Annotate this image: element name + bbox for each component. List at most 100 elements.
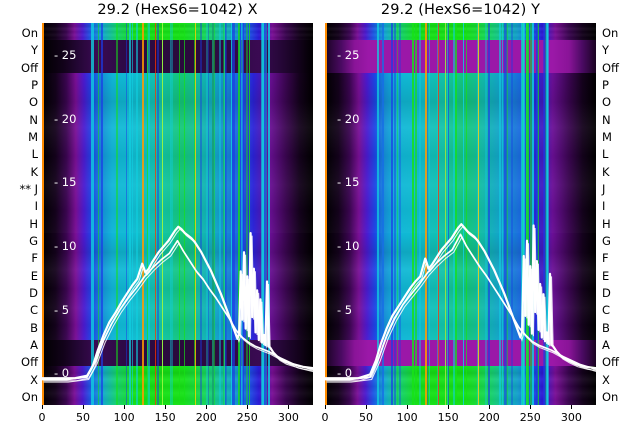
spectral-line (436, 23, 438, 405)
y-tick-5: - 5 (54, 302, 70, 317)
y-tick-15: - 15 (54, 175, 77, 190)
row-label-left-a: A (30, 338, 38, 352)
spectral-line (521, 23, 524, 405)
spectral-line (382, 23, 384, 405)
row-label-right-k: K (602, 164, 610, 179)
spectral-line (154, 23, 156, 405)
spectral-line (377, 23, 380, 405)
x-tick-label-150: 150 (154, 411, 176, 424)
spectral-line (394, 23, 397, 405)
spectral-line (398, 23, 401, 405)
y-tick-25: - 25 (337, 47, 360, 62)
x-tick-mark (366, 405, 368, 409)
spectral-line (246, 23, 248, 405)
row-label-right-p: P (602, 78, 609, 92)
spectral-line (546, 23, 549, 405)
row-label-left-b: B (30, 320, 38, 335)
spectral-line (535, 23, 539, 405)
spectral-line (268, 23, 270, 405)
row-label-left-c: C (29, 303, 38, 318)
x-tick-label-200: 200 (478, 411, 500, 424)
spectral-line (212, 23, 214, 405)
x-tick-label-150: 150 (437, 411, 459, 424)
row-label-right-l: L (602, 147, 609, 162)
spectral-line (131, 23, 134, 405)
panel-title-y: 29.2 (HexS6=1042) Y (380, 2, 541, 18)
spectral-line (523, 23, 525, 405)
spectral-line (446, 23, 449, 405)
spectral-line (136, 23, 139, 405)
row-label-right-h: H (602, 216, 611, 231)
spectral-line (504, 23, 506, 405)
spectral-line (218, 23, 221, 405)
row-label-right-g: G (602, 234, 611, 248)
row-label-right-off: Off (602, 355, 619, 370)
spectral-line (239, 23, 242, 405)
spectral-streaks (42, 23, 313, 405)
spectral-line (115, 23, 118, 405)
row-label-right-y: Y (602, 43, 610, 58)
row-label-right-i: I (602, 199, 606, 214)
x-tick-mark (83, 405, 85, 409)
spectral-line (225, 23, 228, 405)
y-tick-10: - 10 (337, 238, 360, 253)
x-tick-mark (206, 405, 208, 409)
row-label-left-k: K (30, 164, 38, 179)
spectral-line (263, 23, 266, 405)
spectral-line (242, 23, 245, 405)
data-trace-lower (42, 239, 313, 381)
x-tick-mark (288, 405, 290, 409)
row-label-right-c: C (602, 303, 611, 318)
x-tick-label-250: 250 (236, 411, 258, 424)
edge-marker-line (325, 23, 327, 405)
trace-overlay (325, 223, 596, 383)
x-tick-label-50: 50 (359, 411, 374, 424)
spectral-line (170, 23, 173, 405)
spectral-line (444, 23, 447, 405)
spectral-line (241, 23, 244, 405)
spectral-line (142, 23, 144, 405)
y-tick-0: - 0 (54, 366, 70, 381)
spectral-line (147, 23, 150, 405)
row-label-left-n: N (29, 112, 38, 127)
x-tick-mark (407, 405, 409, 409)
spectral-line (487, 23, 491, 405)
spectral-line (208, 23, 210, 405)
row-label-right-d: D (602, 286, 611, 300)
y-tick-20: - 20 (54, 111, 77, 126)
spectral-line (129, 23, 132, 405)
spectral-line (537, 23, 540, 405)
spectrogram-x[interactable]: - 0 - 5 - 10 - 15 - 20 - 25 (42, 23, 313, 405)
spectral-line (506, 23, 508, 405)
x-tick-label-0: 0 (321, 411, 329, 424)
spectral-line (501, 23, 503, 405)
spectral-line (200, 23, 202, 405)
spectral-line (506, 23, 509, 405)
row-label-right-x: X (602, 372, 610, 387)
spectral-line (101, 23, 104, 405)
data-trace-upper (325, 223, 596, 380)
spectral-line (455, 23, 457, 405)
spectral-line (233, 23, 236, 405)
spectral-streaks (325, 23, 596, 405)
row-label-right-m: M (602, 130, 612, 144)
row-label-right-e: E (602, 268, 610, 283)
spectral-line (161, 23, 164, 405)
spectral-line (448, 23, 450, 405)
data-trace-lower-ghost (43, 242, 313, 383)
x-tick-mark (247, 405, 249, 409)
spectral-line (544, 23, 547, 405)
spectral-line (212, 23, 215, 405)
spectral-line (396, 23, 399, 405)
spectral-line (499, 23, 502, 405)
spectrogram-y[interactable]: - 0 - 5 - 10 - 15 - 20 - 25 (325, 23, 596, 405)
y-tick-15: - 15 (337, 175, 360, 190)
y-tick-25: - 25 (54, 47, 77, 62)
spectral-line (231, 23, 234, 405)
spectral-line (193, 23, 195, 405)
row-label-left-off: Off (21, 355, 38, 370)
spectral-line (425, 23, 427, 405)
edge-marker-line (42, 23, 44, 405)
x-tick-label-0: 0 (38, 411, 46, 424)
row-label-left-j: ** J (19, 182, 38, 196)
